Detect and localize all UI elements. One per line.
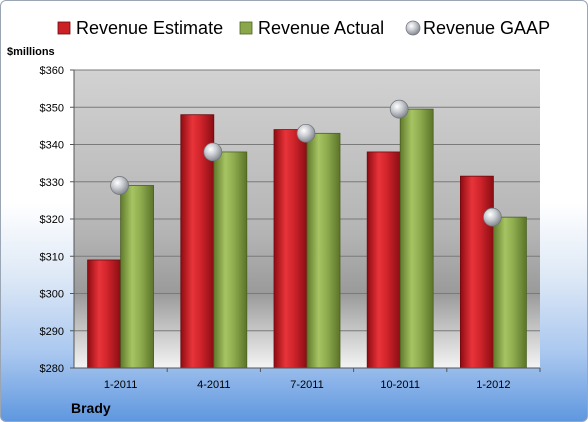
axes: $280 $290 $300 $310 $320 $330 $340 $350 $360 1-20… xyxy=(40,65,541,391)
x-tick-label: 1-2012 xyxy=(476,379,510,391)
y-axis-label: $millions xyxy=(7,46,55,58)
y-tick-label: $350 xyxy=(40,102,64,114)
x-tick-label: 10-2011 xyxy=(380,379,420,391)
y-tick-label: $320 xyxy=(40,214,64,226)
bar-revenue-estimate xyxy=(366,151,401,369)
bar-revenue-actual xyxy=(306,132,341,369)
legend-label: Revenue Estimate xyxy=(76,18,223,38)
legend-swatch-revenue-actual xyxy=(239,21,253,35)
gaap-marker xyxy=(483,207,502,227)
gaap-marker xyxy=(203,142,223,162)
bar-revenue-estimate xyxy=(87,259,121,369)
x-tick-label: 1-2011 xyxy=(104,379,137,391)
y-tick-label: $300 xyxy=(40,289,64,301)
y-tick-label: $310 xyxy=(40,251,64,263)
y-tick-label: $290 xyxy=(40,326,64,338)
x-tick-label: 4-2011 xyxy=(197,379,230,391)
legend: Revenue Estimate Revenue Actual Revenue GA… xyxy=(57,18,550,38)
bar-revenue-actual xyxy=(213,151,248,369)
x-tick-label: 7-2011 xyxy=(290,379,323,391)
legend-swatch-revenue-estimate xyxy=(57,21,71,35)
legend-label: Revenue GAAP xyxy=(423,18,550,38)
bar-revenue-estimate xyxy=(273,129,308,369)
y-tick-label: $340 xyxy=(40,140,64,152)
gaap-markers xyxy=(110,99,502,227)
bar-revenue-actual xyxy=(492,216,527,369)
bar-revenue-actual xyxy=(120,185,154,369)
legend-label: Revenue Actual xyxy=(258,18,384,38)
gaap-marker xyxy=(110,176,129,195)
y-tick-label: $330 xyxy=(40,177,64,189)
company-name: Brady xyxy=(71,400,111,416)
y-tick-label: $360 xyxy=(40,65,64,77)
gaap-marker xyxy=(296,123,316,143)
gaap-marker xyxy=(389,99,409,119)
bar-revenue-estimate xyxy=(459,175,494,369)
bar-revenue-actual xyxy=(399,108,434,369)
y-tick-label: $280 xyxy=(40,363,64,375)
legend-swatch-gaap xyxy=(405,20,421,36)
